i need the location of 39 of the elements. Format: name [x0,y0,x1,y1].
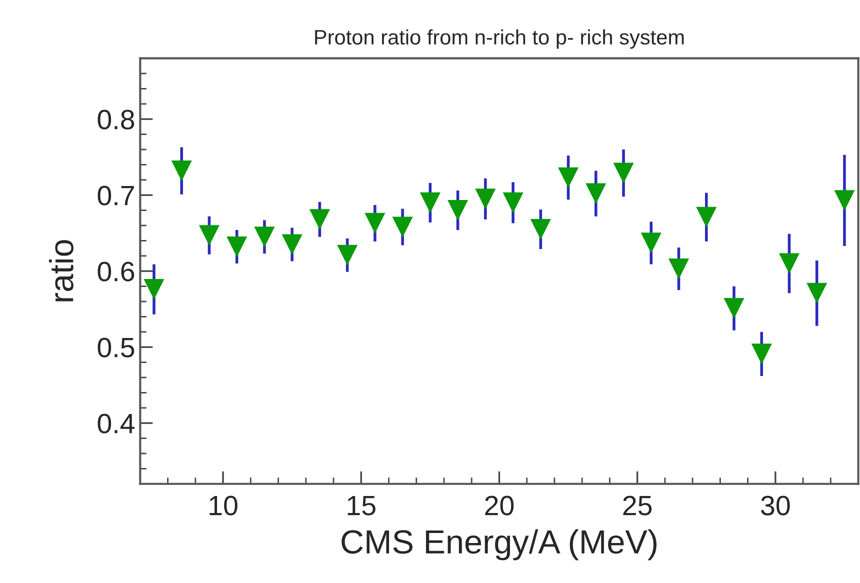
point [392,216,413,238]
point [806,282,828,304]
point [337,244,358,266]
x-tick-label: 20 [485,496,514,516]
point [309,209,330,230]
chart-title: Proton ratio from n-rich to p- rich system [315,29,684,49]
x-axis-title: CMS Energy/A (MeV) [342,529,656,560]
point [834,190,855,211]
x-tick-label: 25 [623,496,652,516]
point [226,236,248,258]
point [668,258,690,280]
point [475,188,496,210]
point [613,162,634,184]
point [586,183,606,204]
point [282,234,302,255]
point [198,225,220,246]
x-tick-label: 30 [761,496,790,516]
point [640,232,662,254]
point [724,298,744,319]
point [144,279,164,300]
y-axis-title: ratio [48,240,74,302]
point [502,192,524,213]
point [696,206,717,228]
y-tick-label: 0.6 [98,262,134,282]
point [364,212,386,234]
x-tick-label: 15 [348,496,376,516]
y-tick-label: 0.8 [98,110,134,130]
y-tick-label: 0.5 [98,338,134,358]
point [448,200,468,221]
point [171,160,192,182]
y-tick-label: 0.7 [98,186,134,206]
y-tick-label: 0.4 [98,414,135,434]
point [778,253,800,274]
point [751,344,772,364]
point [420,192,440,213]
point [558,167,579,188]
x-tick-label: 10 [210,496,238,516]
point [530,218,551,240]
point [254,226,275,248]
